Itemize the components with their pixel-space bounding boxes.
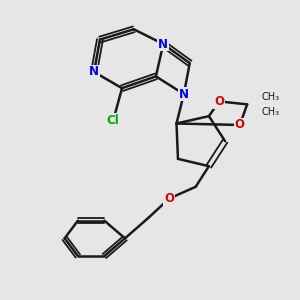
Text: O: O xyxy=(235,118,245,131)
Text: N: N xyxy=(89,65,99,79)
Text: Cl: Cl xyxy=(107,114,120,127)
Text: CH₃: CH₃ xyxy=(262,107,280,117)
Text: CH₃: CH₃ xyxy=(262,92,280,102)
Text: O: O xyxy=(164,192,174,205)
Text: N: N xyxy=(158,38,168,50)
Text: O: O xyxy=(214,95,224,108)
Text: N: N xyxy=(179,88,189,100)
